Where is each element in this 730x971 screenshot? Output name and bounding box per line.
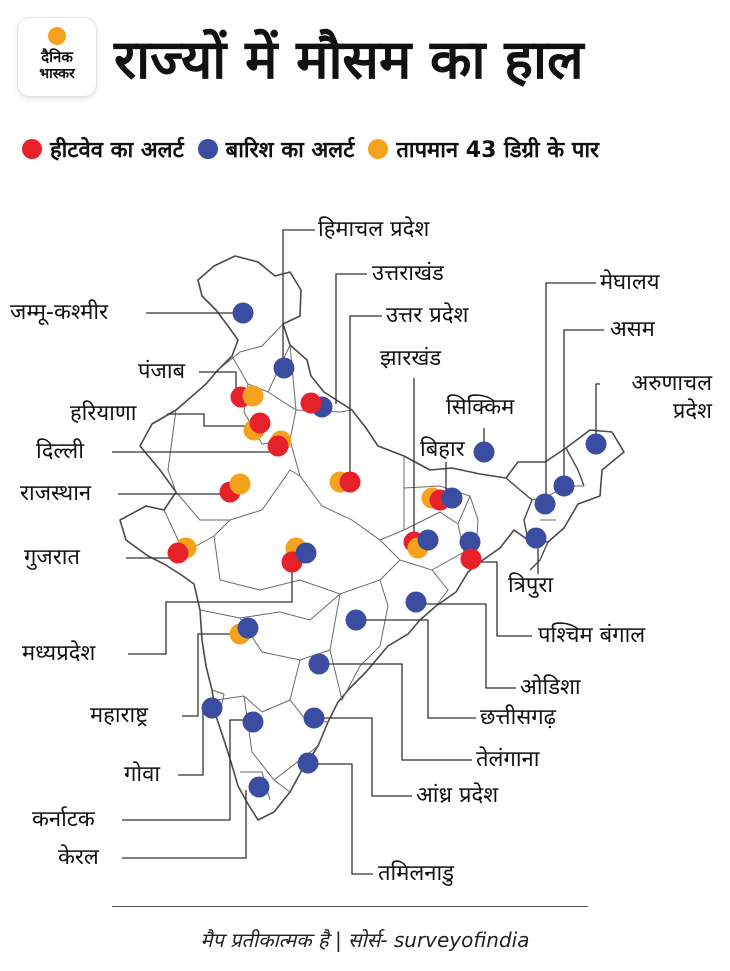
brand-logo: दैनिक भास्कर xyxy=(18,18,96,96)
marker-telangana-rain xyxy=(308,653,330,675)
leader-arunachal xyxy=(595,383,600,442)
leader-ap xyxy=(316,717,412,797)
marker-haryana-heatwave xyxy=(249,412,271,434)
legend-item-temperature: तापमान 43 डिग्री के पार xyxy=(368,134,599,164)
label-ap: आंध्र प्रदेश xyxy=(416,783,499,808)
leader-mp xyxy=(128,560,293,655)
border-mp xyxy=(213,535,401,595)
page-title: राज्यों में मौसम का हाल xyxy=(114,28,584,91)
marker-assam-rain xyxy=(553,475,575,497)
leader-chhattisgarh xyxy=(358,619,476,719)
marker-mp-rain xyxy=(295,542,317,564)
marker-meghalaya-rain xyxy=(534,493,556,515)
label-wb: पश्चिम बंगाल xyxy=(538,623,646,648)
leader-kerala xyxy=(122,790,247,859)
label-chhattisgarh: छत्तीसगढ़ xyxy=(480,705,556,730)
label-jharkhand: झारखंड xyxy=(380,346,442,371)
red-dot-icon xyxy=(22,139,42,159)
marker-goa-rain xyxy=(201,697,223,719)
legend-label: हीटवेव का अलर्ट xyxy=(50,138,184,163)
label-goa: गोवा xyxy=(124,762,161,787)
logo-line-2: भास्कर xyxy=(39,66,75,82)
leader-assam xyxy=(563,329,604,484)
label-karnataka: कर्नाटक xyxy=(32,807,95,832)
leader-telangana xyxy=(320,663,472,761)
marker-karnataka-rain xyxy=(242,711,264,733)
label-tamilnadu: तमिलनाडु xyxy=(378,861,454,886)
legend-item-heatwave: हीटवेव का अलर्ट xyxy=(22,134,184,164)
leader-goa xyxy=(178,707,212,776)
leader-haryana xyxy=(167,413,252,427)
marker-uttarakhand-heatwave xyxy=(300,392,322,414)
leader-odisha xyxy=(418,603,516,689)
label-bihar: बिहार xyxy=(420,437,465,462)
marker-wb-heatwave xyxy=(460,548,482,570)
footer-divider xyxy=(112,906,588,907)
leader-wb xyxy=(472,561,532,637)
label-delhi: दिल्ली xyxy=(36,439,84,464)
legend-label: बारिश का अलर्ट xyxy=(225,138,355,163)
marker-chhattisgarh-rain xyxy=(345,609,367,631)
marker-jk-rain xyxy=(232,302,254,324)
label-uttarakhand: उत्तराखंड xyxy=(372,261,444,286)
leader-maharashtra xyxy=(182,633,241,717)
label-arunachal: अरुणाचल प्रदेश xyxy=(631,371,712,424)
label-jk: जम्मू-कश्मीर xyxy=(10,300,109,325)
label-meghalaya: मेघालय xyxy=(600,270,660,295)
marker-maharashtra-rain xyxy=(237,617,259,639)
label-assam: असम xyxy=(610,317,655,342)
marker-jharkhand-rain xyxy=(417,529,439,551)
leader-up xyxy=(349,315,382,482)
marker-kerala-rain xyxy=(248,776,270,798)
marker-ap-rain xyxy=(303,707,325,729)
marker-delhi-heatwave xyxy=(267,435,289,457)
marker-up-heatwave xyxy=(339,471,361,493)
leader-tn xyxy=(312,763,373,875)
leader-uttarakhand xyxy=(335,273,367,404)
label-himachal: हिमाचल प्रदेश xyxy=(318,217,430,242)
label-odisha: ओडिशा xyxy=(520,675,581,700)
border-chhattisgarh xyxy=(329,579,389,702)
legend-item-rain: बारिश का अलर्ट xyxy=(197,134,355,164)
label-up: उत्तर प्रदेश xyxy=(386,303,469,328)
border-odisha xyxy=(399,559,449,607)
label-tripura: त्रिपुरा xyxy=(508,573,554,598)
marker-rajasthan-temp xyxy=(229,473,251,495)
marker-arunachal-rain xyxy=(585,433,607,455)
label-gujarat: गुजरात xyxy=(24,545,80,570)
label-haryana: हरियाणा xyxy=(70,401,137,426)
marker-tripura-rain xyxy=(525,527,547,549)
marker-odisha-rain xyxy=(405,591,427,613)
border-rajasthan xyxy=(167,409,301,521)
marker-gujarat-heatwave xyxy=(167,542,189,564)
label-telangana: तेलंगाना xyxy=(476,747,540,772)
label-rajasthan: राजस्थान xyxy=(20,481,92,506)
marker-bihar-rain xyxy=(441,487,463,509)
label-sikkim: सिक्किम xyxy=(446,395,515,420)
label-maharashtra: महाराष्ट्र xyxy=(90,703,149,728)
alert-markers xyxy=(167,302,607,798)
logo-line-1: दैनिक xyxy=(41,48,73,66)
leader-himachal xyxy=(282,229,315,368)
marker-wb-rain xyxy=(459,531,481,553)
marker-punjab-temp xyxy=(242,385,264,407)
marker-sikkim-rain xyxy=(473,441,495,463)
border-jk xyxy=(217,323,284,371)
footer-note: मैप प्रतीकात्मक है | सोर्स- surveyofindi… xyxy=(200,928,530,952)
marker-himachal-rain xyxy=(273,357,295,379)
orange-dot-icon xyxy=(368,139,389,159)
legend-label: तापमान 43 डिग्री के पार xyxy=(396,138,600,163)
leader-meghalaya xyxy=(545,282,596,504)
label-mp: मध्यप्रदेश xyxy=(22,641,96,666)
marker-tamilnadu-rain xyxy=(297,752,319,774)
legend: हीटवेव का अलर्ट बारिश का अलर्ट तापमान 43… xyxy=(22,132,613,166)
blue-dot-icon xyxy=(197,139,218,159)
sun-icon xyxy=(48,27,66,45)
leader-karnataka xyxy=(122,719,250,821)
label-kerala: केरल xyxy=(58,845,99,870)
label-punjab: पंजाब xyxy=(138,359,186,384)
